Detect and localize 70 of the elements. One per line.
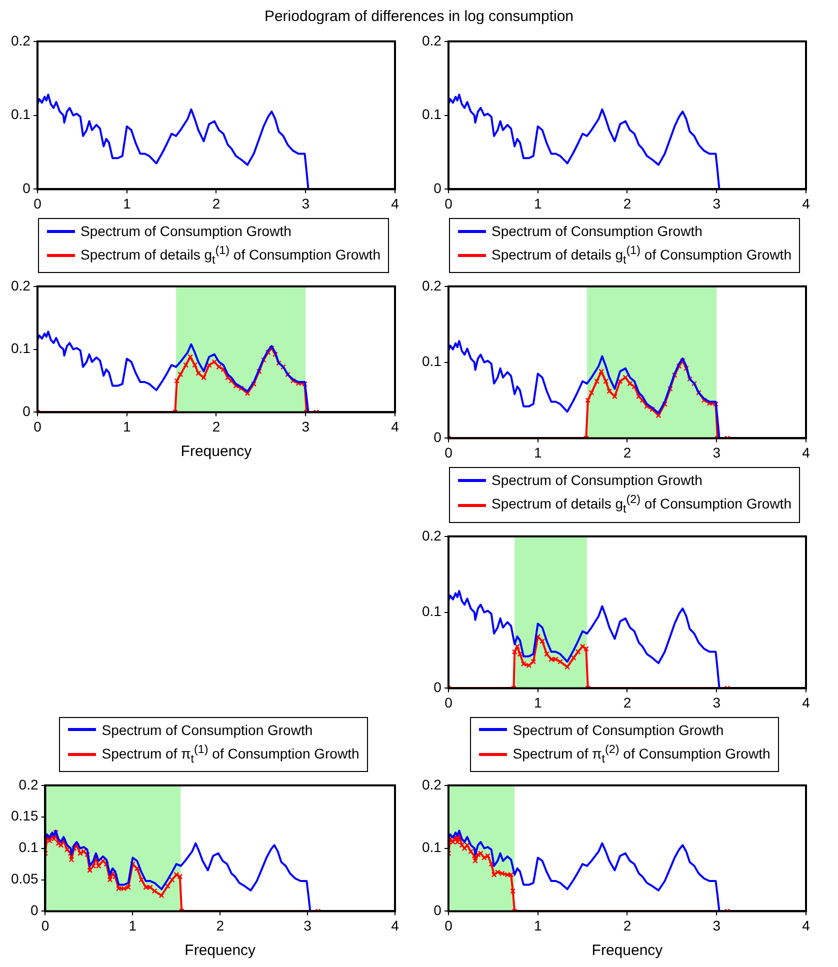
y-tick-label: 0.1 (422, 603, 442, 620)
legend-label: Spectrum of Consumption Growth (492, 222, 702, 241)
y-tick-label: 0.1 (422, 840, 442, 856)
x-tick-label: 0 (444, 444, 453, 461)
x-tick-label: 3 (712, 444, 721, 461)
x-tick-label: 4 (802, 694, 810, 710)
legend-label: Spectrum of Consumption Growth (102, 720, 313, 740)
y-tick-label: 0 (434, 180, 442, 196)
x-tick-label: 4 (391, 918, 400, 934)
x-tick-label: 1 (128, 918, 137, 934)
x-tick-label: 2 (212, 195, 220, 212)
chart-title: Periodogram of differences in log consumption (264, 8, 574, 25)
y-tick-label: 0.1 (10, 340, 31, 357)
x-tick-label: 4 (802, 918, 810, 934)
x-tick-label: 3 (302, 418, 310, 435)
y-tick-label: 0 (434, 902, 442, 918)
legend-label: Spectrum of π$_{t}$$^{(1)}$ of Consumption Growth (102, 742, 360, 768)
y-tick-label: 0.2 (10, 32, 31, 48)
x-tick-label: 4 (802, 195, 810, 212)
x-tick-label: 0 (444, 195, 453, 212)
x-tick-label: 4 (802, 444, 810, 461)
y-tick-label: 0 (30, 902, 38, 918)
x-tick-label: 1 (534, 918, 542, 934)
y-tick-label: 0.2 (422, 527, 442, 544)
x-tick-label: 3 (712, 195, 721, 212)
x-tick-label: 2 (623, 918, 632, 934)
y-tick-label: 0.2 (422, 776, 442, 793)
y-tick-label: 0.05 (11, 870, 38, 887)
y-tick-label: 0.2 (422, 278, 442, 294)
legend-label: Spectrum of Consumption Growth (512, 720, 724, 740)
x-tick-label: 3 (302, 195, 310, 212)
x-tick-label: 1 (534, 694, 542, 710)
x-tick-label: 2 (623, 694, 632, 710)
x-tick-label: 0 (41, 918, 50, 934)
legend-label: Spectrum of π$_{t}$$^{(2)}$ of Consumption Growth (512, 742, 770, 768)
x-tick-label: 0 (444, 694, 453, 710)
x-tick-label: 1 (534, 444, 542, 461)
y-tick-label: 0 (22, 180, 31, 196)
x-tick-label: 3 (712, 918, 721, 934)
y-tick-label: 0.15 (11, 808, 38, 824)
legend-label: Spectrum of details g$_{t}$$^{(1)}$ of Consumption Growth (80, 243, 380, 268)
y-tick-label: 0 (22, 404, 31, 420)
legend-label: Spectrum of Consumption Growth (80, 222, 292, 241)
x-axis-title: Frequency (592, 942, 664, 960)
y-tick-label: 0.1 (10, 106, 31, 122)
y-tick-label: 0.1 (422, 106, 442, 122)
x-tick-label: 3 (712, 694, 721, 710)
x-tick-label: 3 (304, 918, 312, 934)
x-tick-label: 1 (122, 195, 131, 212)
x-tick-label: 2 (216, 918, 224, 934)
x-tick-label: 0 (444, 918, 453, 934)
y-tick-label: 0.1 (422, 354, 442, 370)
x-tick-label: 4 (391, 418, 400, 435)
x-axis-title: Frequency (184, 942, 256, 960)
x-tick-label: 1 (122, 418, 131, 435)
x-tick-label: 2 (623, 444, 632, 461)
y-tick-label: 0.1 (18, 840, 38, 856)
x-tick-label: 2 (212, 418, 220, 435)
y-tick-label: 0 (434, 678, 442, 695)
legend-label: Spectrum of details g$_{t}$$^{(2)}$ of Consumption Growth (492, 492, 792, 518)
y-tick-label: 0.2 (10, 278, 31, 294)
x-tick-label: 4 (391, 195, 400, 212)
x-tick-label: 1 (534, 195, 542, 212)
legend-label: Spectrum of Consumption Growth (492, 471, 702, 490)
y-tick-label: 0.2 (422, 32, 442, 48)
x-tick-label: 2 (623, 195, 632, 212)
y-tick-label: 0 (434, 430, 442, 446)
legend-label: Spectrum of details g$_{t}$$^{(1)}$ of Consumption Growth (492, 243, 792, 268)
y-tick-label: 0.2 (18, 776, 38, 793)
x-axis-title: Frequency (180, 444, 252, 461)
